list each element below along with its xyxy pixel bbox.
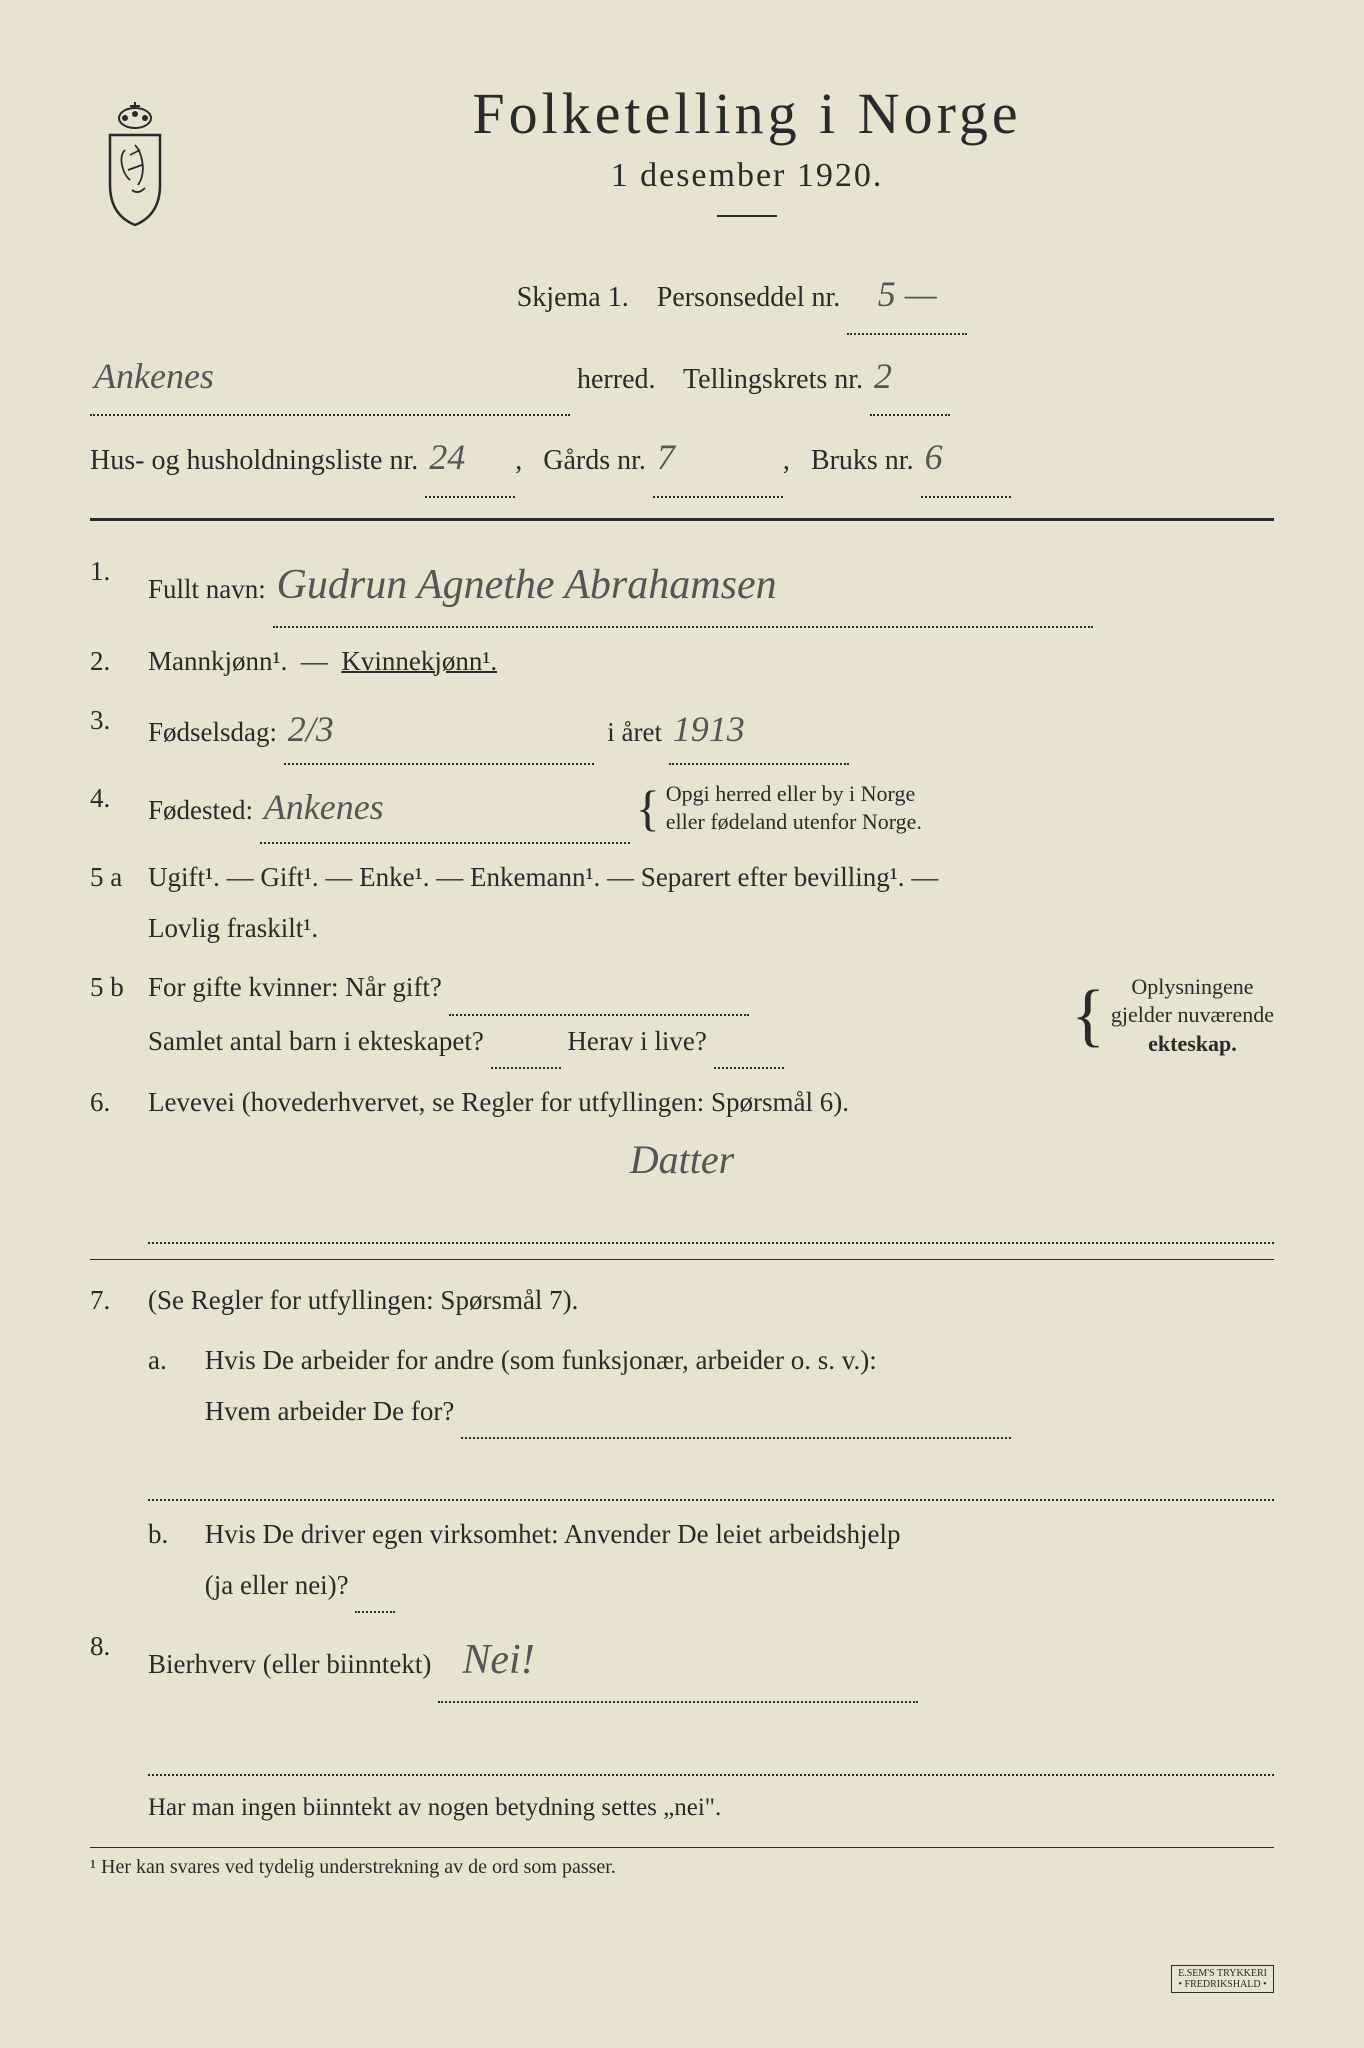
q7: 7. (Se Regler for utfyllingen: Spørsmål … — [90, 1275, 1274, 1326]
subtitle: 1 desember 1920. — [220, 157, 1274, 195]
q5b-line2b: Herav i live? — [567, 1026, 706, 1056]
q5a-num: 5 a — [90, 852, 148, 955]
q7b: b. Hvis De driver egen virksomhet: Anven… — [148, 1509, 1274, 1614]
title-block: Folketelling i Norge 1 desember 1920. — [220, 80, 1274, 247]
main-title: Folketelling i Norge — [220, 80, 1274, 147]
bottom-note: Har man ingen biinntekt av nogen betydni… — [148, 1784, 1274, 1832]
husliste-line: Hus- og husholdningsliste nr. 24, Gårds … — [90, 420, 1274, 498]
q5b-brace: { Oplysningene gjelder nuværende ekteska… — [1065, 973, 1274, 1059]
q1-value: Gudrun Agnethe Abrahamsen — [277, 546, 777, 626]
q5b-line2a: Samlet antal barn i ekteskapet? — [148, 1026, 484, 1056]
q4: 4. Fødested: Ankenes { Opgi herred eller… — [90, 773, 1274, 843]
herred-line: Ankenes herred. Tellingskrets nr. 2 — [90, 339, 1274, 417]
husliste-label: Hus- og husholdningsliste nr. — [90, 445, 418, 476]
q3-mid: i året — [607, 717, 662, 747]
bruks-nr: 6 — [925, 420, 943, 496]
herred-label: herred. — [577, 364, 656, 395]
q7a: a. Hvis De arbeider for andre (som funks… — [148, 1335, 1274, 1440]
skjema-line: Skjema 1. Personseddel nr. 5 — — [210, 257, 1274, 335]
q8: 8. Bierhverv (eller biinntekt) Nei! — [90, 1621, 1274, 1703]
q5b-note2: gjelder nuværende — [1111, 1002, 1274, 1027]
skjema-label: Skjema 1. — [517, 282, 629, 313]
bruks-label: Bruks nr. — [811, 445, 914, 476]
q4-note1: Opgi herred eller by i Norge — [666, 781, 915, 806]
q2-kvinne: Kvinnekjønn¹. — [341, 646, 497, 676]
q4-num: 4. — [90, 773, 148, 843]
q7b-letter: b. — [148, 1509, 198, 1560]
q5b: 5 b For gifte kvinner: Når gift? Samlet … — [90, 962, 1274, 1069]
q4-label: Fødested: — [148, 795, 253, 825]
q5b-num: 5 b — [90, 962, 148, 1069]
q4-note2: eller fødeland utenfor Norge. — [666, 809, 922, 834]
q1-num: 1. — [90, 546, 148, 628]
personseddel-nr: 5 — — [878, 257, 937, 333]
personseddel-label: Personseddel nr. — [657, 282, 841, 313]
gards-label: Gårds nr. — [543, 445, 646, 476]
coat-of-arms-icon — [90, 100, 180, 230]
printer-mark: E.SEM'S TRYKKERI • FREDRIKSHALD • — [1171, 1965, 1274, 1993]
q2: 2. Mannkjønn¹. — Kvinnekjønn¹. — [90, 636, 1274, 687]
q7b-line1: Hvis De driver egen virksomhet: Anvender… — [205, 1519, 901, 1549]
q5a-text: Ugift¹. — Gift¹. — Enke¹. — Enkemann¹. —… — [148, 862, 938, 892]
q7a-line2: Hvem arbeider De for? — [205, 1396, 455, 1426]
q1: 1. Fullt navn: Gudrun Agnethe Abrahamsen — [90, 546, 1274, 628]
q8-label: Bierhverv (eller biinntekt) — [148, 1649, 431, 1679]
q6-answer-row: Datter — [90, 1136, 1274, 1183]
tellingskrets-label: Tellingskrets nr. — [683, 364, 863, 395]
q3-label: Fødselsdag: — [148, 717, 277, 747]
herred-value: Ankenes — [94, 339, 214, 415]
q2-dash: — — [301, 646, 328, 676]
printer-line1: E.SEM'S TRYKKERI — [1178, 1968, 1267, 1979]
q3: 3. Fødselsdag: 2/3 i året 1913 — [90, 695, 1274, 765]
q2-mann: Mannkjønn¹. — [148, 646, 287, 676]
q5b-note3: ekteskap. — [1148, 1031, 1237, 1056]
q2-num: 2. — [90, 636, 148, 687]
q8-value: Nei! — [462, 1621, 534, 1701]
q4-brace: { Opgi herred eller by i Norge eller fød… — [630, 780, 922, 837]
q7a-line1: Hvis De arbeider for andre (som funksjon… — [205, 1345, 877, 1375]
header: Folketelling i Norge 1 desember 1920. — [90, 80, 1274, 247]
gards-nr: 7 — [657, 420, 675, 496]
q7-num: 7. — [90, 1275, 148, 1326]
q8-num: 8. — [90, 1621, 148, 1703]
q1-label: Fullt navn: — [148, 574, 266, 604]
q4-value: Ankenes — [264, 773, 384, 841]
main-rule — [90, 518, 1274, 521]
q6-value: Datter — [630, 1136, 734, 1183]
q7a-letter: a. — [148, 1335, 198, 1386]
rule-after-6 — [90, 1259, 1274, 1260]
q6-num: 6. — [90, 1077, 148, 1128]
q5a: 5 a Ugift¹. — Gift¹. — Enke¹. — Enkemann… — [90, 852, 1274, 955]
q7b-line2: (ja eller nei)? — [205, 1570, 349, 1600]
tellingskrets-nr: 2 — [874, 339, 892, 415]
title-rule — [717, 215, 777, 217]
q3-year: 1913 — [673, 695, 745, 763]
q3-num: 3. — [90, 695, 148, 765]
q5b-note1: Oplysningene — [1131, 974, 1253, 999]
q5a-text2: Lovlig fraskilt¹. — [148, 913, 318, 943]
q6: 6. Levevei (hovederhvervet, se Regler fo… — [90, 1077, 1274, 1128]
footnote-text: ¹ Her kan svares ved tydelig understrekn… — [90, 1856, 616, 1878]
q6-label: Levevei (hovederhvervet, se Regler for u… — [148, 1087, 849, 1117]
q3-day: 2/3 — [288, 695, 334, 763]
q5b-line1: For gifte kvinner: Når gift? — [148, 972, 442, 1002]
footnote: ¹ Her kan svares ved tydelig understrekn… — [90, 1847, 1274, 1879]
printer-line2: • FREDRIKSHALD • — [1179, 1979, 1267, 1990]
husliste-nr: 24 — [429, 420, 465, 496]
q7-label: (Se Regler for utfyllingen: Spørsmål 7). — [148, 1275, 1274, 1326]
